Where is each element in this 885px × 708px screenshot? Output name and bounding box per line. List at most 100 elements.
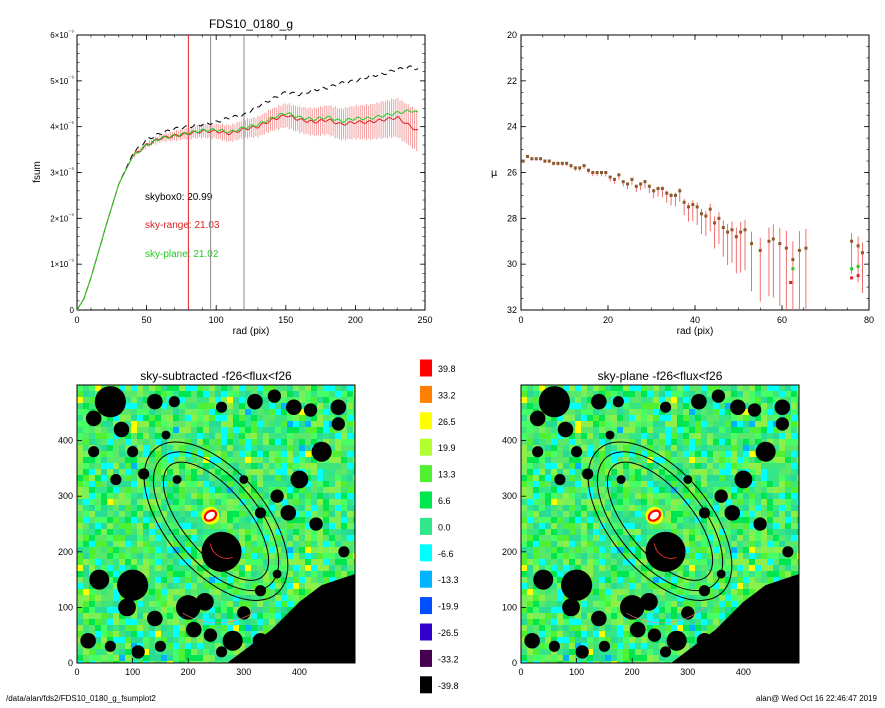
image-pixel — [161, 451, 167, 457]
image-pixel — [215, 529, 221, 535]
image-pixel — [323, 499, 329, 505]
image-pixel — [353, 481, 355, 487]
image-pixel — [137, 415, 143, 421]
image-pixel — [587, 547, 593, 553]
image-pixel — [797, 535, 799, 541]
image-pixel — [323, 535, 329, 541]
image-pixel — [707, 559, 713, 565]
image-pixel — [131, 427, 137, 433]
image-pixel — [347, 511, 353, 517]
image-pixel — [713, 439, 719, 445]
image-pixel — [269, 547, 275, 553]
image-pixel — [719, 433, 725, 439]
image-pixel — [233, 421, 239, 427]
image-pixel — [641, 541, 647, 547]
image-pixel — [335, 511, 341, 517]
image-pixel — [149, 469, 155, 475]
image-pixel — [149, 631, 155, 637]
image-pixel — [137, 457, 143, 463]
image-pixel — [125, 487, 131, 493]
image-pixel — [599, 493, 605, 499]
image-pixel — [125, 511, 131, 517]
image-pixel — [119, 517, 125, 523]
colorbar-label: 0.0 — [438, 522, 451, 532]
image-pixel — [125, 547, 131, 553]
image-pixel — [779, 559, 785, 565]
image-pixel — [671, 439, 677, 445]
image-pixel — [281, 541, 287, 547]
mask-blob — [216, 646, 228, 658]
image-pixel — [533, 463, 539, 469]
image-pixel — [251, 565, 257, 571]
image-pixel — [635, 397, 641, 403]
image-pixel — [551, 631, 557, 637]
image-pixel — [311, 499, 317, 505]
image-pixel — [611, 469, 617, 475]
image-pixel — [665, 577, 671, 583]
image-pixel — [77, 523, 83, 529]
image-pixel — [527, 529, 533, 535]
image-pixel — [521, 481, 527, 487]
image-pixel — [353, 415, 355, 421]
image-pixel — [83, 529, 89, 535]
image-pixel — [635, 415, 641, 421]
image-pixel — [707, 565, 713, 571]
image-pixel — [629, 565, 635, 571]
image-pixel — [179, 433, 185, 439]
image-pixel — [557, 511, 563, 517]
image-pixel — [185, 565, 191, 571]
image-pixel — [581, 523, 587, 529]
image-pixel — [683, 583, 689, 589]
image-pixel — [113, 469, 119, 475]
image-pixel — [551, 625, 557, 631]
image-pixel — [131, 499, 137, 505]
image-pixel — [521, 655, 527, 661]
image-pixel — [635, 511, 641, 517]
image-pixel — [107, 553, 113, 559]
image-pixel — [659, 577, 665, 583]
image-pixel — [563, 643, 569, 649]
image-pixel — [611, 481, 617, 487]
image-pixel — [107, 445, 113, 451]
image-pixel — [551, 523, 557, 529]
image-pixel — [773, 523, 779, 529]
image-pixel — [527, 559, 533, 565]
image-pixel — [749, 511, 755, 517]
image-pixel — [245, 409, 251, 415]
image-pixel — [89, 403, 95, 409]
image-pixel — [281, 595, 287, 601]
image-pixel — [581, 487, 587, 493]
image-pixel — [227, 505, 233, 511]
image-pixel — [623, 583, 629, 589]
image-pixel — [755, 481, 761, 487]
image-pixel — [179, 529, 185, 535]
annotation-sky-plane: sky-plane: 21.02 — [145, 249, 219, 260]
image-pixel — [221, 391, 227, 397]
image-pixel — [323, 577, 329, 583]
image-pixel — [707, 439, 713, 445]
image-pixel — [299, 517, 305, 523]
image-pixel — [323, 547, 329, 553]
image-pixel — [731, 457, 737, 463]
image-pixel — [737, 439, 743, 445]
image-pixel — [593, 601, 599, 607]
image-pixel — [143, 613, 149, 619]
image-pixel — [137, 409, 143, 415]
image-pixel — [233, 607, 239, 613]
image-pixel — [77, 409, 83, 415]
image-pixel — [269, 421, 275, 427]
image-pixel — [179, 445, 185, 451]
image-pixel — [245, 637, 251, 643]
image-pixel — [209, 391, 215, 397]
image-pixel — [125, 541, 131, 547]
image-pixel — [533, 625, 539, 631]
image-pixel — [749, 415, 755, 421]
image-pixel — [299, 553, 305, 559]
image-pixel — [677, 451, 683, 457]
image-pixel — [89, 439, 95, 445]
y-tick-label: 20 — [507, 30, 517, 40]
image-pixel — [527, 553, 533, 559]
image-pixel — [95, 475, 101, 481]
image-pixel — [689, 433, 695, 439]
image-pixel — [305, 391, 311, 397]
